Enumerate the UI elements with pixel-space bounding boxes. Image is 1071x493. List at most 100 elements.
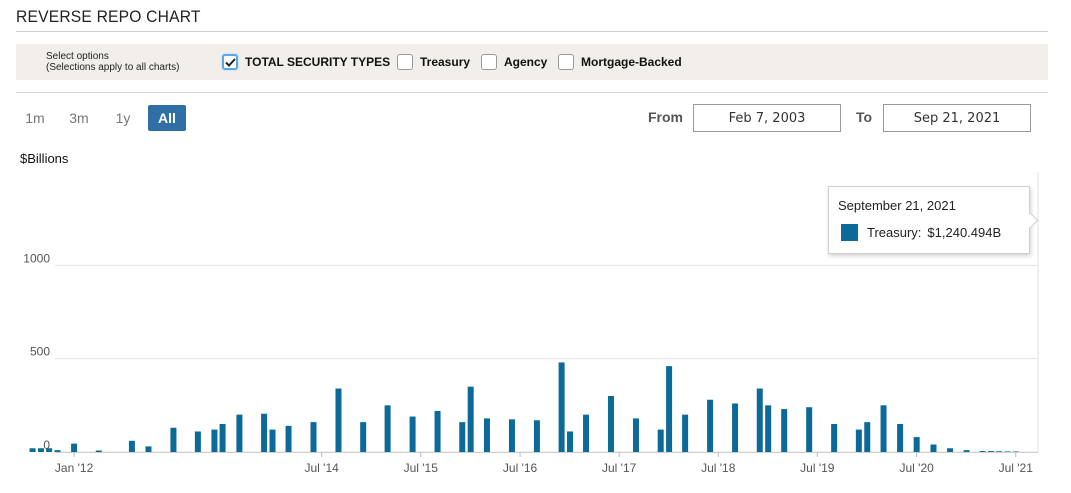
from-label: From [648, 109, 683, 125]
chart-tooltip: September 21, 2021 Treasury: $1,240.494B [828, 186, 1030, 254]
data-bar [707, 399, 714, 452]
option-agency[interactable]: Agency [481, 52, 547, 72]
data-bar [781, 409, 788, 452]
y-tick-label: 0 [43, 438, 50, 452]
option-mortgage-backed[interactable]: Mortgage-Backed [558, 52, 682, 72]
data-bar [682, 414, 689, 452]
data-bar [170, 427, 177, 452]
data-bar [831, 424, 838, 452]
data-bar [310, 422, 317, 452]
to-date-input[interactable] [883, 104, 1031, 132]
page-title: REVERSE REPO CHART [16, 7, 201, 26]
data-bar [1004, 451, 1011, 452]
data-bar [95, 450, 102, 452]
data-bar [567, 431, 574, 452]
data-bar [29, 448, 36, 452]
x-tick-label: Jul '16 [503, 461, 538, 475]
checkbox-mortgage-backed[interactable] [558, 54, 574, 70]
data-bar [211, 429, 218, 452]
tooltip-series-swatch [841, 224, 858, 241]
to-label: To [856, 109, 873, 125]
option-label-agency: Agency [504, 55, 548, 69]
data-bar [855, 429, 862, 452]
tooltip-value: $1,240.494B [927, 225, 1002, 240]
title-divider [16, 31, 1048, 32]
data-bar [384, 405, 391, 452]
data-bar [880, 405, 887, 452]
data-bar [632, 418, 639, 452]
range-button-3m[interactable]: 3m [69, 110, 89, 126]
tooltip-series-label: Treasury: [867, 225, 922, 240]
check-icon [224, 57, 236, 67]
data-bar [979, 451, 986, 452]
options-bar: Select options (Selections apply to all … [16, 44, 1048, 80]
data-bar [483, 418, 490, 452]
y-tick-label: 1000 [23, 251, 50, 265]
x-tick-label: Jul '15 [404, 461, 439, 475]
range-button-1m[interactable]: 1m [25, 110, 45, 126]
x-tick-label: Jul '14 [304, 461, 339, 475]
x-tick-label: Jul '21 [999, 461, 1034, 475]
tooltip-row: Treasury: $1,240.494B [841, 224, 1001, 241]
data-bar [236, 414, 243, 452]
data-bar [583, 414, 590, 452]
data-bar [732, 403, 739, 452]
data-bar [71, 443, 78, 452]
data-bar [37, 448, 44, 452]
data-bar [335, 388, 342, 452]
data-bar [608, 396, 615, 452]
option-treasury[interactable]: Treasury [397, 52, 470, 72]
data-bar [558, 362, 565, 452]
x-tick-label: Jul '20 [900, 461, 935, 475]
options-note: Select options (Selections apply to all … [46, 51, 179, 73]
data-bar [666, 366, 673, 452]
data-bar [930, 444, 937, 452]
x-tick-label: Jan '12 [55, 461, 94, 475]
range-button-all[interactable]: All [148, 105, 186, 131]
option-label-total-security-types: TOTAL SECURITY TYPES [245, 55, 391, 69]
option-label-treasury: Treasury [420, 55, 471, 69]
data-bar [261, 413, 268, 452]
data-bar [963, 450, 970, 452]
data-bar [145, 446, 152, 452]
x-tick-label: Jul '19 [800, 461, 835, 475]
data-bar [533, 420, 540, 452]
data-bar [864, 422, 871, 452]
options-note-line1: Select options [46, 51, 109, 62]
data-bar [913, 437, 920, 452]
data-bar [996, 451, 1003, 452]
data-bar [194, 431, 201, 452]
x-tick-label: Jul '17 [602, 461, 637, 475]
data-bar [657, 429, 664, 452]
data-bar [765, 405, 772, 452]
options-note-line2: (Selections apply to all charts) [46, 62, 180, 73]
data-bar [128, 440, 135, 452]
controls-divider [16, 92, 1048, 93]
from-date-input[interactable] [693, 104, 841, 132]
data-bar [467, 386, 474, 452]
data-bar [434, 410, 441, 452]
tooltip-date: September 21, 2021 [838, 198, 956, 213]
option-total-security-types[interactable]: TOTAL SECURITY TYPES [222, 52, 390, 72]
data-bar [1012, 451, 1019, 452]
range-button-1y[interactable]: 1y [115, 110, 131, 126]
y-tick-label: 500 [30, 345, 50, 359]
y-axis-unit-label: $Billions [20, 151, 69, 166]
checkbox-total-security-types[interactable] [222, 54, 238, 70]
data-bar [756, 388, 763, 452]
option-label-mortgage-backed: Mortgage-Backed [581, 55, 682, 69]
data-bar [459, 422, 466, 452]
data-bar [360, 422, 367, 452]
checkbox-treasury[interactable] [397, 54, 413, 70]
data-bar [285, 425, 292, 452]
data-bar [54, 450, 61, 452]
data-bar [219, 424, 226, 452]
x-tick-label: Jul '18 [701, 461, 736, 475]
data-bar [806, 407, 813, 452]
checkbox-agency[interactable] [481, 54, 497, 70]
data-bar [897, 424, 904, 452]
data-bar [988, 451, 995, 452]
data-bar [508, 419, 515, 452]
data-bar [409, 416, 416, 452]
